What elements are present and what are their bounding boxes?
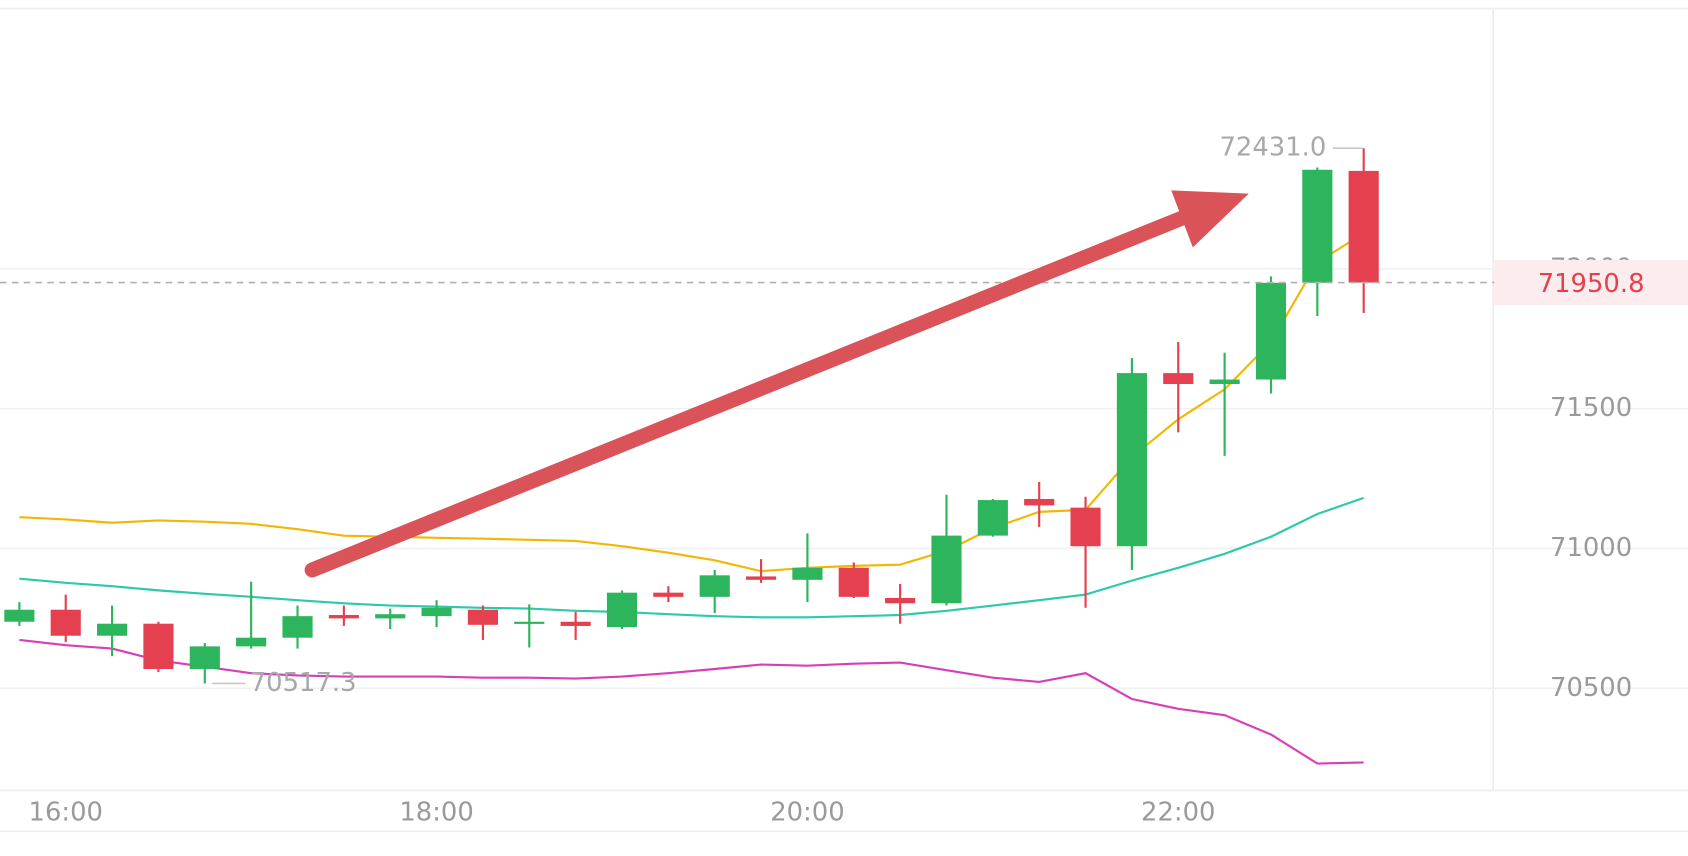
candle-body [328, 615, 359, 619]
candle-body [236, 637, 267, 647]
candle-body [189, 646, 220, 670]
candle-body [282, 616, 313, 638]
candle-body [1070, 507, 1101, 547]
candle-body [1209, 379, 1240, 385]
indicator-line [19, 496, 1364, 619]
candle-body [143, 623, 174, 670]
last-price-box [1494, 259, 1688, 306]
candle-body [977, 500, 1008, 536]
candle-body [792, 567, 823, 580]
y-tick-label: 71000 [1550, 533, 1632, 563]
candle-body [606, 592, 638, 628]
x-tick-label: 20:00 [770, 797, 844, 827]
candle-body [1024, 498, 1055, 506]
indicator-line [19, 232, 1365, 573]
candle-body [653, 592, 684, 597]
candle-body [421, 607, 452, 617]
candle-body [375, 614, 406, 619]
grid [0, 267, 1688, 690]
high-label: 72431.0 [1219, 133, 1326, 163]
candle-body [1348, 170, 1379, 283]
candle-body [560, 621, 591, 626]
last-price-label: 71950.8 [1538, 269, 1645, 299]
y-tick-label: 70500 [1550, 673, 1632, 703]
candle-body [1116, 373, 1147, 547]
y-tick-label: 71500 [1550, 393, 1632, 423]
x-tick-label: 18:00 [399, 797, 473, 827]
candles [4, 148, 1379, 684]
x-tick-label: 16:00 [29, 797, 103, 827]
candle-body [745, 576, 777, 580]
candle-body [4, 609, 35, 622]
candle-body [838, 567, 869, 597]
candle-body [50, 609, 81, 636]
candle-body [467, 609, 499, 625]
candle-body [1163, 373, 1194, 385]
indicator-line [19, 638, 1364, 765]
candle-body [885, 597, 916, 604]
candle-body [1302, 169, 1333, 283]
candle-body [97, 623, 128, 636]
labels: 7050071000715007200016:0018:0020:0022:00… [0, 133, 1688, 827]
x-tick-label: 22:00 [1141, 797, 1215, 827]
trend-arrow-shaft [304, 207, 1198, 578]
low-label: 70517.3 [250, 668, 357, 698]
candle-body [931, 535, 962, 604]
candle-body [1255, 282, 1287, 380]
trend-arrow-head [1171, 190, 1249, 248]
candle-body [699, 575, 730, 597]
candle-body [514, 621, 545, 624]
